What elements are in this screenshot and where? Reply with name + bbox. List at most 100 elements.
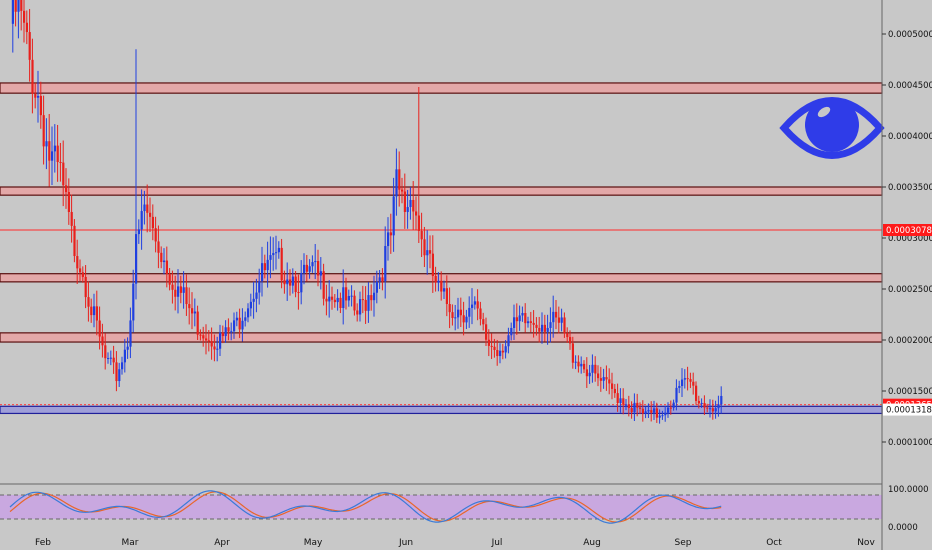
time-tick-label: Feb (35, 538, 51, 548)
candle (53, 124, 56, 173)
candle-body (513, 317, 516, 328)
candle (655, 402, 658, 423)
candle-body (132, 283, 135, 321)
candle-body (199, 334, 202, 336)
candle-body (286, 279, 289, 285)
candle (678, 380, 681, 394)
candle (213, 334, 216, 362)
candle (269, 236, 272, 279)
candle (20, 0, 23, 31)
candle-body (496, 350, 499, 357)
candle (101, 323, 104, 358)
candle-body (163, 260, 166, 263)
candle-body (630, 408, 633, 413)
candle-body (616, 393, 619, 403)
candle (247, 303, 250, 323)
stoch-tick-label: 0.0000 (888, 523, 918, 533)
candle-body (510, 327, 513, 336)
candle-body (14, 0, 17, 12)
candle (647, 403, 650, 418)
candle (524, 303, 527, 333)
candle (538, 316, 541, 343)
candle (482, 312, 485, 331)
candle-body (406, 207, 409, 212)
candle (543, 314, 546, 342)
candle-body (538, 327, 541, 332)
candle (409, 187, 412, 220)
candle (459, 297, 462, 328)
stoch-d-line (9, 491, 722, 523)
candle (205, 324, 208, 355)
candle-body (501, 350, 504, 353)
candle (48, 113, 51, 187)
candle-body (465, 316, 468, 323)
candle-body (219, 332, 222, 349)
candle (25, 10, 28, 45)
candle (381, 268, 384, 291)
candle-body (345, 287, 348, 301)
candle-body (342, 287, 345, 308)
candle-body (426, 250, 429, 256)
candle-body (235, 317, 238, 321)
candle-body (157, 241, 160, 253)
candle-body (107, 358, 110, 360)
candle (252, 281, 255, 319)
candle (73, 219, 76, 263)
candle (364, 286, 367, 324)
candle-body (678, 386, 681, 388)
candle-body (655, 408, 658, 418)
candle (499, 343, 502, 364)
candle-body (566, 333, 569, 338)
candle (714, 400, 717, 419)
candle (420, 212, 423, 257)
candle-body (104, 345, 107, 359)
candle (457, 297, 460, 329)
candle (163, 248, 166, 275)
candle-body (359, 299, 362, 315)
candle (406, 189, 409, 229)
candle-body (700, 402, 703, 404)
candle-body (308, 266, 311, 272)
candle (356, 303, 359, 322)
candle-body (653, 408, 656, 413)
candle (216, 336, 219, 362)
candle-body (633, 402, 636, 413)
candle (398, 151, 401, 207)
candle (367, 282, 370, 323)
candle (126, 337, 129, 359)
candle (42, 95, 45, 165)
candle-body (28, 32, 31, 60)
candle-body (524, 313, 527, 324)
candle-body (20, 0, 23, 11)
candle-body (258, 281, 261, 293)
candle (594, 356, 597, 382)
candle-body (532, 322, 535, 325)
candle-body (611, 383, 614, 389)
candle-body (193, 311, 196, 314)
resistance-zone-1 (0, 186, 883, 196)
candle (552, 295, 555, 338)
candle (504, 340, 507, 359)
candle (401, 177, 404, 204)
candle-body (266, 259, 269, 271)
candle (177, 269, 180, 314)
candle-body (445, 288, 448, 305)
candle (146, 184, 149, 233)
candle (188, 287, 191, 325)
candle (230, 322, 233, 341)
candle (154, 216, 157, 253)
candle (98, 306, 101, 350)
candle (378, 269, 381, 289)
candle (709, 399, 712, 418)
candle-body (594, 364, 597, 374)
candle (387, 217, 390, 261)
candle-body (473, 301, 476, 305)
candle (720, 386, 723, 414)
candle-body (319, 271, 322, 276)
candle (389, 213, 392, 254)
candle (507, 327, 510, 354)
candle (591, 354, 594, 383)
candle-body (241, 320, 244, 330)
candle (249, 293, 252, 317)
